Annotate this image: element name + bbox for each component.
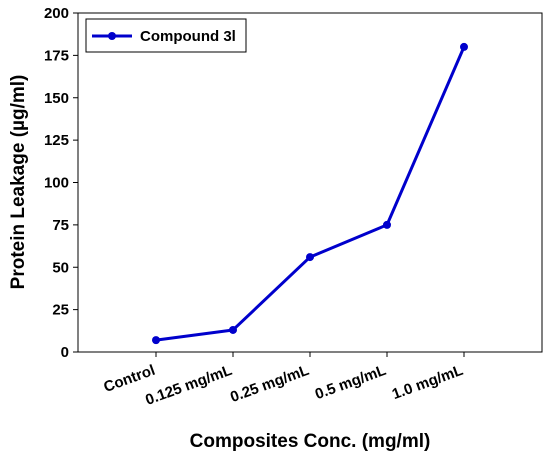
x-axis-title: Composites Conc. (mg/ml)	[190, 431, 431, 452]
data-point	[152, 336, 160, 345]
plot-area-border	[77, 12, 543, 353]
x-tick-label: 0.25 mg/mL	[228, 362, 311, 406]
y-tick-label: 75	[52, 217, 69, 234]
y-tick-label: 150	[44, 90, 69, 107]
x-tick-label: 0.125 mg/mL	[143, 362, 234, 409]
y-axis-title: Protein Leakage (µg/ml)	[8, 75, 29, 290]
data-point	[306, 253, 314, 262]
y-tick-label: 125	[44, 132, 69, 149]
series-layer	[152, 42, 468, 345]
data-point	[460, 42, 468, 51]
y-tick-label: 200	[44, 5, 69, 22]
plot-frame	[77, 12, 543, 353]
legend-swatch-marker	[108, 32, 116, 40]
y-tick-label: 25	[52, 302, 69, 319]
y-axis-ticks: 0 25 50 75 100 125 150 175 200	[44, 5, 78, 361]
y-tick-label: 0	[61, 344, 69, 361]
legend: Compound 3l	[85, 18, 247, 53]
y-tick-label: 100	[44, 175, 69, 192]
legend-label: Compound 3l	[140, 28, 236, 45]
series-line	[155, 46, 466, 342]
y-tick-label: 175	[44, 47, 69, 64]
y-tick-label: 50	[52, 259, 69, 276]
x-tick-label: 0.5 mg/mL	[313, 362, 389, 403]
data-point	[383, 220, 391, 229]
x-tick-label: 1.0 mg/mL	[390, 362, 466, 403]
data-point	[229, 325, 237, 334]
